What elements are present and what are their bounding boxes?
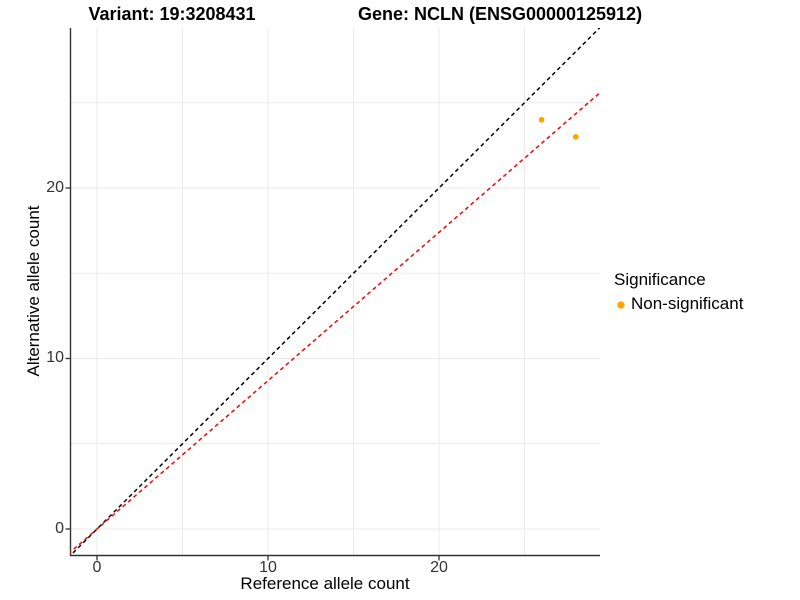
legend: Significance Non-significant [614, 270, 743, 314]
data-point [572, 133, 579, 140]
legend-title: Significance [614, 270, 706, 289]
variant-title: Variant: 19:3208431 [88, 4, 256, 24]
axis-lines [69, 28, 600, 557]
gridlines [70, 28, 600, 556]
x-tick-label-10: 10 [259, 559, 277, 576]
legend-item-label: Non-significant [631, 294, 744, 313]
data-points [538, 116, 579, 140]
x-axis-label: Reference allele count [240, 574, 410, 593]
x-tick-label-20: 20 [430, 559, 448, 576]
y-tick-label-10: 10 [46, 349, 64, 366]
fit-line [70, 91, 600, 554]
identity-line [70, 28, 600, 556]
legend-item: Non-significant [614, 294, 743, 314]
tick-marks [65, 187, 440, 561]
gene-title: Gene: NCLN (ENSG00000125912) [357, 4, 643, 24]
x-tick-label-0: 0 [92, 559, 102, 576]
y-tick-label-0: 0 [55, 520, 64, 537]
legend-key [617, 301, 625, 309]
data-point [538, 116, 545, 123]
legend-point-icon [617, 301, 625, 309]
y-tick-label-20: 20 [46, 179, 64, 196]
